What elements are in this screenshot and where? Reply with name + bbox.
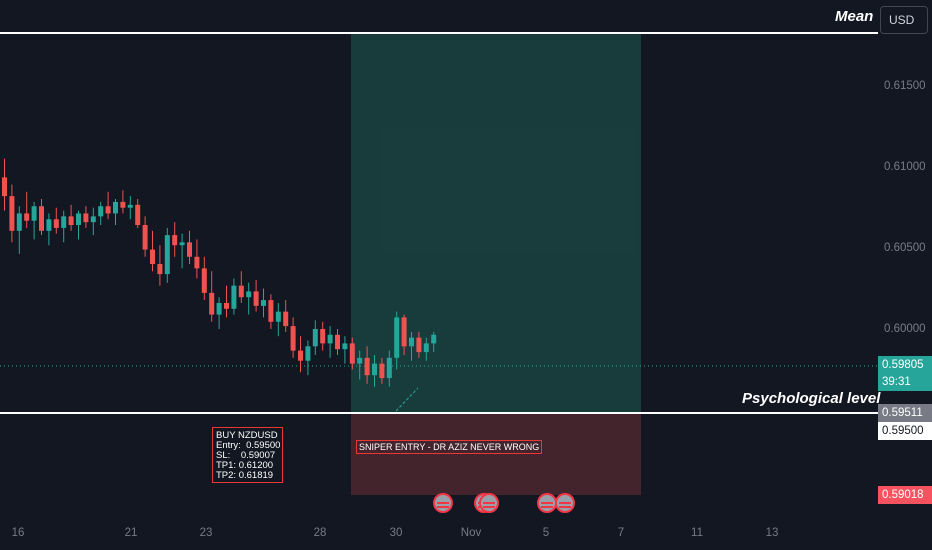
candle-body	[53, 219, 59, 228]
candle-body	[320, 328, 326, 344]
candle-body	[16, 213, 22, 231]
candle-body	[90, 216, 96, 223]
candle-body	[335, 334, 340, 350]
candle-body	[172, 235, 178, 246]
candle-body	[216, 302, 222, 315]
us-flag-event-icon[interactable]	[537, 493, 557, 513]
trade-note-line: TP1: 0.61200	[216, 460, 274, 471]
current-price-tag: 0.59805	[878, 356, 932, 374]
candle-body	[298, 350, 303, 361]
candle-body	[231, 285, 237, 309]
trade-note-box: BUY NZDUSD Entry: 0.59500 SL: 0.59007 TP…	[212, 427, 283, 483]
candle-body	[224, 302, 229, 309]
candle-body	[253, 291, 259, 306]
us-flag-event-icon[interactable]	[555, 493, 575, 513]
date-axis-label: Nov	[460, 527, 482, 539]
candle-body	[209, 292, 215, 315]
candle-body	[76, 213, 81, 226]
entry-trend-line	[395, 387, 419, 412]
candle-body	[194, 256, 200, 269]
candle-body	[39, 206, 44, 231]
date-axis-label: 7	[617, 527, 625, 539]
candle-body	[431, 334, 437, 344]
date-axis-label: 11	[691, 527, 703, 539]
level-price-tag: 0.59511	[878, 404, 932, 422]
candle-body	[275, 311, 281, 322]
trade-note-line: BUY NZDUSD	[216, 430, 278, 441]
candle-body	[379, 363, 385, 379]
candle-body	[164, 235, 170, 275]
mean-label: Mean	[835, 8, 874, 25]
candle-body	[2, 177, 7, 197]
entry-price-tag: 0.59500	[878, 422, 932, 440]
candle-body	[9, 196, 15, 231]
date-axis-label: 5	[542, 527, 550, 539]
stop-price-tag: 0.59018	[878, 486, 932, 504]
date-axis-label: 16	[11, 527, 25, 539]
trade-note-line: SL: 0.59007	[216, 450, 276, 461]
candle-body	[187, 242, 192, 257]
candle-body	[120, 201, 126, 208]
candle-body	[24, 213, 30, 221]
candle-body	[394, 317, 400, 358]
candlestick-series	[2, 158, 437, 387]
candle-body	[179, 242, 185, 246]
candle-body	[113, 201, 118, 214]
sniper-entry-label: SNIPER ENTRY - DR AZIZ NEVER WRONG	[356, 440, 543, 454]
candle-body	[135, 204, 141, 226]
candle-body	[312, 328, 318, 347]
currency-button[interactable]: USD	[880, 6, 928, 34]
date-axis-label: 23	[199, 527, 213, 539]
trade-note-line: Entry: 0.59500	[216, 440, 281, 451]
psychological-level-label: Psychological level	[742, 390, 881, 407]
candle-body	[290, 326, 296, 351]
us-flag-event-icon[interactable]	[479, 493, 499, 513]
candle-countdown-tag: 39:31	[878, 373, 932, 391]
candle-body	[372, 363, 377, 376]
candle-body	[238, 285, 244, 298]
candle-body	[401, 317, 407, 347]
candle-body	[201, 268, 207, 293]
candle-body	[157, 264, 163, 275]
date-axis-label: 28	[313, 527, 327, 539]
candle-body	[105, 206, 111, 214]
candle-body	[342, 343, 348, 350]
stop-zone	[351, 414, 641, 495]
date-axis-label: 13	[765, 527, 779, 539]
candle-body	[261, 300, 266, 306]
price-axis-label: 0.61500	[884, 80, 926, 92]
candle-body	[357, 357, 363, 364]
candle-body	[98, 206, 104, 217]
candle-body	[246, 291, 252, 298]
candle-body	[142, 225, 148, 250]
price-axis-label: 0.61000	[884, 161, 926, 173]
candle-body	[327, 334, 333, 344]
candle-body	[416, 337, 422, 353]
candle-body	[409, 337, 414, 347]
us-flag-event-icon[interactable]	[433, 493, 453, 513]
candle-body	[46, 219, 52, 231]
date-axis-label: 30	[389, 527, 403, 539]
candle-body	[423, 343, 429, 353]
date-axis-label: 21	[124, 527, 138, 539]
candle-body	[364, 357, 370, 376]
target-zone	[351, 33, 641, 414]
candle-body	[283, 311, 289, 327]
trade-note-line: TP2: 0.61819	[216, 470, 274, 481]
candle-body	[386, 357, 392, 379]
candle-body	[150, 249, 155, 264]
candle-body	[83, 213, 89, 223]
candle-body	[127, 204, 133, 208]
candle-body	[349, 343, 355, 364]
candle-body	[68, 216, 74, 226]
price-axis-label: 0.60000	[884, 323, 926, 335]
candle-body	[31, 206, 37, 221]
candle-body	[268, 300, 274, 322]
price-axis-label: 0.60500	[884, 242, 926, 254]
candle-body	[305, 346, 311, 361]
candle-body	[61, 216, 67, 228]
